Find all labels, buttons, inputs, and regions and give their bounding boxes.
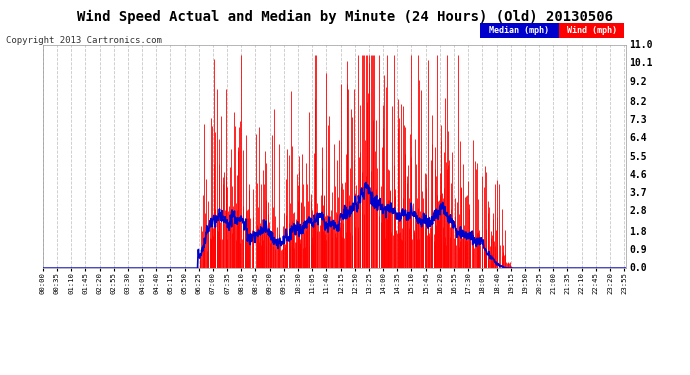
Text: 1.8: 1.8 (629, 226, 647, 237)
Text: 7.3: 7.3 (629, 115, 647, 125)
Text: 9.2: 9.2 (629, 76, 647, 87)
Text: 0.9: 0.9 (629, 245, 647, 255)
Text: 2.8: 2.8 (629, 206, 647, 216)
Text: 3.7: 3.7 (629, 188, 647, 198)
Text: 10.1: 10.1 (629, 58, 653, 68)
Text: 5.5: 5.5 (629, 152, 647, 162)
Text: 0.0: 0.0 (629, 263, 647, 273)
Text: 4.6: 4.6 (629, 170, 647, 180)
Text: 11.0: 11.0 (629, 40, 653, 50)
Text: Median (mph): Median (mph) (489, 26, 549, 35)
Text: Wind (mph): Wind (mph) (566, 26, 617, 35)
Text: 8.2: 8.2 (629, 97, 647, 107)
Text: Copyright 2013 Cartronics.com: Copyright 2013 Cartronics.com (6, 36, 161, 45)
Text: 6.4: 6.4 (629, 133, 647, 143)
Text: Wind Speed Actual and Median by Minute (24 Hours) (Old) 20130506: Wind Speed Actual and Median by Minute (… (77, 9, 613, 24)
